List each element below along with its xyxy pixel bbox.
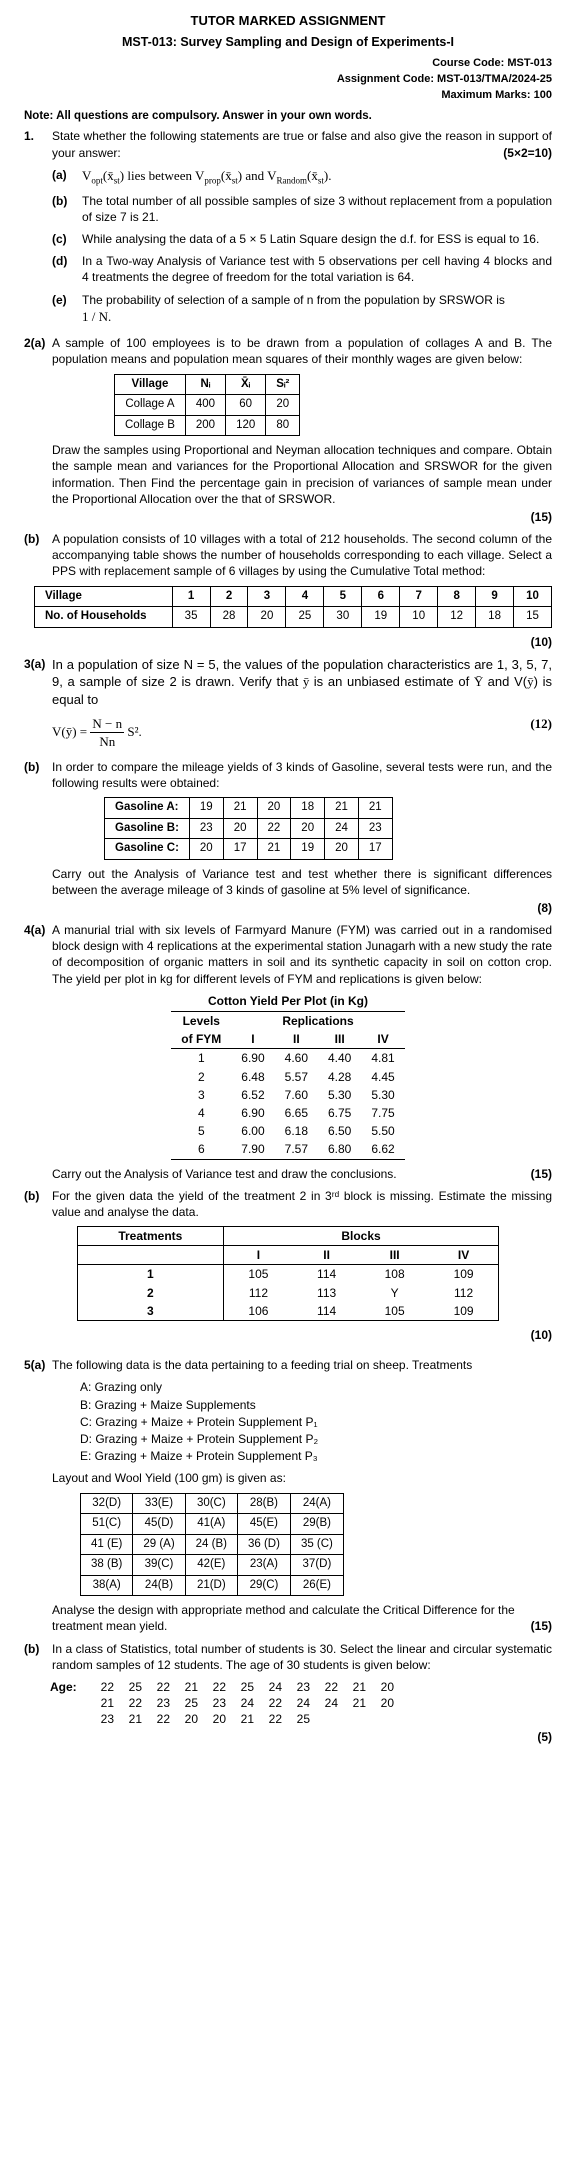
q5b-text: In a class of Statistics, total number o… bbox=[52, 1641, 552, 1673]
q4a-after-row: Carry out the Analysis of Variance test … bbox=[52, 1166, 552, 1182]
q1b-text: The total number of all possible samples… bbox=[82, 193, 552, 225]
q4a-text: A manurial trial with six levels of Farm… bbox=[52, 922, 552, 987]
question-5b: (b) In a class of Statistics, total numb… bbox=[24, 1641, 552, 1673]
page-subtitle: MST-013: Survey Sampling and Design of E… bbox=[24, 34, 552, 51]
q1d: (d) In a Two-way Analysis of Variance te… bbox=[52, 253, 552, 285]
q1c-label: (c) bbox=[52, 231, 82, 247]
q3b-marks: (8) bbox=[24, 900, 552, 916]
q5a-marks: (15) bbox=[531, 1618, 552, 1634]
q2b-marks: (10) bbox=[24, 634, 552, 650]
course-code: Course Code: MST-013 bbox=[24, 56, 552, 71]
q5a-after: Analyse the design with appropriate meth… bbox=[52, 1603, 515, 1633]
question-4b: (b) For the given data the yield of the … bbox=[24, 1188, 552, 1220]
q4b-text: For the given data the yield of the trea… bbox=[52, 1188, 552, 1220]
q2b-text: A population consists of 10 villages wit… bbox=[52, 531, 552, 580]
q1-marks: (5×2=10) bbox=[503, 145, 552, 161]
question-4a: 4(a) A manurial trial with six levels of… bbox=[24, 922, 552, 987]
page-title: TUTOR MARKED ASSIGNMENT bbox=[24, 12, 552, 30]
q3a-eqnum: (12) bbox=[530, 715, 552, 751]
q1b: (b) The total number of all possible sam… bbox=[52, 193, 552, 225]
q1d-text: In a Two-way Analysis of Variance test w… bbox=[82, 253, 552, 285]
q2a-marks: (15) bbox=[24, 509, 552, 525]
q4a-after: Carry out the Analysis of Variance test … bbox=[52, 1167, 397, 1181]
q1e: (e) The probability of selection of a sa… bbox=[52, 292, 552, 326]
question-5a: 5(a) The following data is the data pert… bbox=[24, 1357, 552, 1373]
q4b-num: (b) bbox=[24, 1188, 52, 1220]
q2b-table: Village 12 34 56 78 910 No. of Household… bbox=[34, 586, 552, 628]
question-2b: (b) A population consists of 10 villages… bbox=[24, 531, 552, 580]
q1a-label: (a) bbox=[52, 167, 82, 187]
q1-text: State whether the following statements a… bbox=[52, 129, 552, 159]
q2a-table: Village Nᵢ X̄ᵢ Sᵢ² Collage A4006020 Coll… bbox=[114, 374, 300, 437]
q3b-after: Carry out the Analysis of Variance test … bbox=[52, 866, 552, 898]
q5b-ages: Age: 2225222122252423222120 212223252324… bbox=[50, 1679, 552, 1728]
question-1: 1. State whether the following statement… bbox=[24, 128, 552, 160]
q3a-equation: V(ȳ) = N − n Nn S². (12) bbox=[52, 715, 552, 751]
q4a-num: 4(a) bbox=[24, 922, 52, 987]
q3b-table: Gasoline A:192120182121 Gasoline B:23202… bbox=[104, 797, 393, 860]
q4a-marks: (15) bbox=[531, 1166, 552, 1182]
q5a-num: 5(a) bbox=[24, 1357, 52, 1373]
q5a-after-row: Analyse the design with appropriate meth… bbox=[52, 1602, 552, 1634]
q5a-text: The following data is the data pertainin… bbox=[52, 1357, 552, 1373]
q1b-label: (b) bbox=[52, 193, 82, 225]
q3b-text: In order to compare the mileage yields o… bbox=[52, 759, 552, 791]
q5b-marks: (5) bbox=[24, 1729, 552, 1745]
q1-num: 1. bbox=[24, 128, 52, 160]
q2a-num: 2(a) bbox=[24, 335, 52, 367]
q5a-table: 32(D)33(E)30(C)28(B)24(A) 51(C)45(D)41(A… bbox=[80, 1493, 344, 1597]
q3b-num: (b) bbox=[24, 759, 52, 791]
question-3b: (b) In order to compare the mileage yiel… bbox=[24, 759, 552, 791]
q3a-num: 3(a) bbox=[24, 656, 52, 709]
q1a-text: Vopt(x̄st) lies between Vprop(x̄st) and … bbox=[82, 167, 552, 187]
compulsory-note: Note: All questions are compulsory. Answ… bbox=[24, 109, 552, 125]
q2a-text: A sample of 100 employees is to be drawn… bbox=[52, 335, 552, 367]
max-marks: Maximum Marks: 100 bbox=[24, 88, 552, 103]
question-2a: 2(a) A sample of 100 employees is to be … bbox=[24, 335, 552, 367]
q4b-table: TreatmentsBlocks IIIIIIIV 1105114108109 … bbox=[77, 1226, 499, 1321]
q5a-treatments: A: Grazing only B: Grazing + Maize Suppl… bbox=[80, 1379, 552, 1464]
q4b-marks: (10) bbox=[24, 1327, 552, 1343]
question-3a: 3(a) In a population of size N = 5, the … bbox=[24, 656, 552, 709]
q3a-text: In a population of size N = 5, the value… bbox=[52, 656, 552, 709]
q1c: (c) While analysing the data of a 5 × 5 … bbox=[52, 231, 552, 247]
q1e-text: The probability of selection of a sample… bbox=[82, 292, 552, 326]
q5b-num: (b) bbox=[24, 1641, 52, 1673]
q1c-text: While analysing the data of a 5 × 5 Lati… bbox=[82, 231, 552, 247]
q2b-num: (b) bbox=[24, 531, 52, 580]
q4a-caption: Cotton Yield Per Plot (in Kg) bbox=[24, 993, 552, 1009]
assignment-code: Assignment Code: MST-013/TMA/2024-25 bbox=[24, 72, 552, 87]
q1e-label: (e) bbox=[52, 292, 82, 326]
q4a-table: LevelsReplications of FYMIIIIIIIV 16.904… bbox=[171, 1011, 404, 1160]
q2a-after: Draw the samples using Proportional and … bbox=[52, 442, 552, 507]
q1a: (a) Vopt(x̄st) lies between Vprop(x̄st) … bbox=[52, 167, 552, 187]
q5a-layout-text: Layout and Wool Yield (100 gm) is given … bbox=[52, 1470, 552, 1486]
q1d-label: (d) bbox=[52, 253, 82, 285]
